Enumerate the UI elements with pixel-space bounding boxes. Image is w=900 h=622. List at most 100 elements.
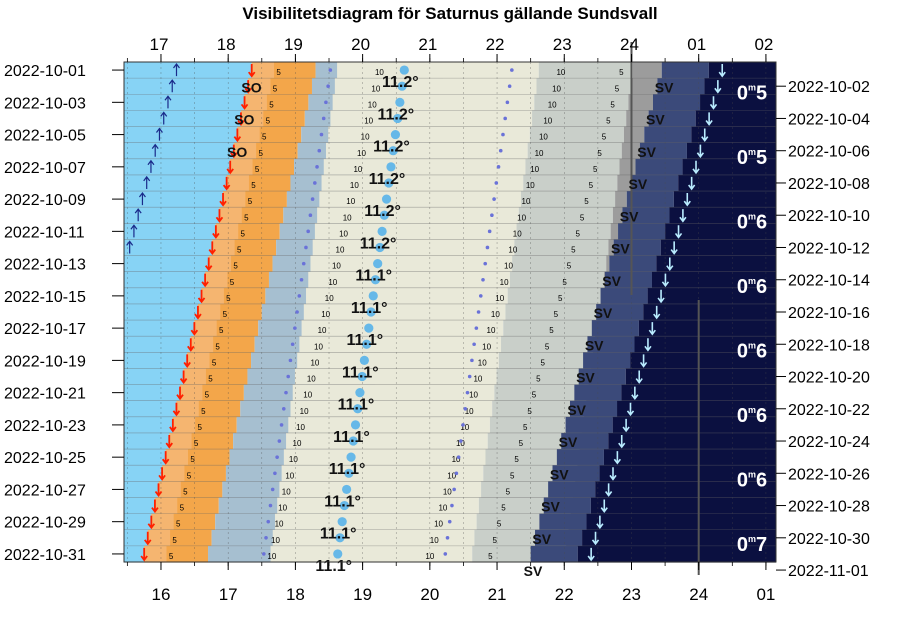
visible-cell xyxy=(516,223,611,241)
track-dot xyxy=(317,148,322,153)
sunset-arrow xyxy=(219,193,227,207)
day-cell xyxy=(124,142,234,160)
altitude-tick: 10 xyxy=(487,326,496,335)
visible-high-cell xyxy=(283,449,486,466)
low-altitude-cell xyxy=(617,174,632,192)
left-date-label: 2022-10-17 xyxy=(4,321,86,338)
civil-glow-cell xyxy=(169,432,192,450)
altitude-tick: 10 xyxy=(504,262,513,271)
altitude-tick: 10 xyxy=(307,375,316,384)
altitude-tick: 5 xyxy=(571,246,576,255)
track-dot xyxy=(273,471,277,476)
visible-cell xyxy=(525,158,620,176)
planet-set-arrow xyxy=(618,434,626,449)
dusk-cell xyxy=(626,191,674,208)
track-dot xyxy=(281,406,286,411)
visible-cell xyxy=(520,191,616,208)
visible-cell xyxy=(518,207,613,224)
altitude-tick: 10 xyxy=(271,536,280,545)
sunset-arrow xyxy=(172,402,181,417)
visible-cell xyxy=(523,174,618,192)
dusk-cell xyxy=(543,497,591,515)
right-date-label: 2022-10-02 xyxy=(788,79,870,96)
track-dot xyxy=(286,374,291,379)
civil-glow-cell xyxy=(237,126,260,144)
planet-set-arrow xyxy=(648,322,656,336)
right-date-label: 2022-10-18 xyxy=(788,337,870,354)
altitude-tick: 5 xyxy=(169,552,174,561)
track-dot xyxy=(481,277,485,282)
track-dot xyxy=(270,487,275,492)
altitude-tick: 10 xyxy=(530,165,539,174)
low-altitude-cell xyxy=(615,191,627,208)
civil-glow-cell xyxy=(226,174,249,192)
heatmap-cells xyxy=(124,62,776,563)
altitude-tick: 10 xyxy=(318,326,327,335)
altitude-tick: 5 xyxy=(198,423,203,432)
bottom-axis-label: 20 xyxy=(420,585,439,604)
dusk-cell xyxy=(535,529,583,547)
nautical-twilight-cell xyxy=(215,513,283,531)
night-cell xyxy=(638,320,776,337)
track-dot xyxy=(284,390,288,395)
altitude-tick: 10 xyxy=(328,278,337,287)
dusk-cell xyxy=(600,287,648,305)
chart-title: Visibilitetsdiagram för Saturnus gälland… xyxy=(242,4,657,23)
azimuth-label: SV xyxy=(567,402,586,418)
altitude-tick: 5 xyxy=(541,358,546,367)
track-dot xyxy=(306,229,310,234)
bottom-axis-label: 01 xyxy=(756,585,775,604)
planet-disk xyxy=(353,404,363,414)
low-altitude-cell xyxy=(608,239,614,257)
track-dot xyxy=(275,455,279,459)
civil-glow-cell xyxy=(172,416,196,434)
altitude-tick: 10 xyxy=(289,455,298,464)
track-dot xyxy=(487,229,492,234)
planet-disk xyxy=(381,194,392,204)
night-cell xyxy=(682,158,776,176)
night-cell xyxy=(577,545,776,563)
day-cell xyxy=(124,207,220,224)
night-cell xyxy=(603,449,776,466)
magnitude-unit: m xyxy=(748,340,756,350)
planet-disk xyxy=(388,146,398,156)
altitude-tick: 5 xyxy=(273,84,278,93)
planet-set-arrow xyxy=(622,418,630,433)
low-altitude-cell xyxy=(628,94,653,111)
altitude-tick: 10 xyxy=(482,342,491,351)
grid-lines xyxy=(124,42,776,575)
altitude-tick: 10 xyxy=(522,197,531,206)
track-dot xyxy=(301,261,306,266)
altitude-tick: 5 xyxy=(615,84,620,93)
right-date-label: 2022-10-06 xyxy=(788,144,870,161)
left-date-label: 2022-10-23 xyxy=(4,418,86,435)
track-dot xyxy=(461,423,465,427)
visible-high-cell xyxy=(328,126,530,144)
dusk-cell xyxy=(539,513,587,531)
bottom-axis-label: 19 xyxy=(353,585,372,604)
altitude-label: 11.1° xyxy=(355,268,392,285)
azimuth-label: SV xyxy=(646,112,665,128)
day-cell xyxy=(124,352,188,370)
planet-disk xyxy=(337,517,347,527)
night-cell xyxy=(586,513,776,531)
azimuth-label: SV xyxy=(532,531,551,547)
night-cell xyxy=(700,94,776,111)
planet-set-arrow xyxy=(639,354,648,368)
azimuth-label: SV xyxy=(602,273,621,289)
track-dot xyxy=(277,439,282,443)
azimuth-label: SO xyxy=(241,79,261,95)
visible-high-cell xyxy=(299,336,502,353)
altitude-tick: 10 xyxy=(465,407,474,416)
night-cell xyxy=(647,287,776,305)
altitude-tick: 5 xyxy=(183,487,188,496)
day-cell xyxy=(124,271,206,289)
left-date-label: 2022-10-01 xyxy=(4,63,86,80)
altitude-label: 11.1° xyxy=(351,300,388,317)
planet-disk xyxy=(366,307,376,317)
track-dot xyxy=(297,294,302,298)
civil-glow-cell xyxy=(154,497,178,515)
left-date-label: 2022-10-03 xyxy=(4,95,86,112)
track-dot xyxy=(494,181,499,185)
civil-glow-cell xyxy=(190,336,214,353)
